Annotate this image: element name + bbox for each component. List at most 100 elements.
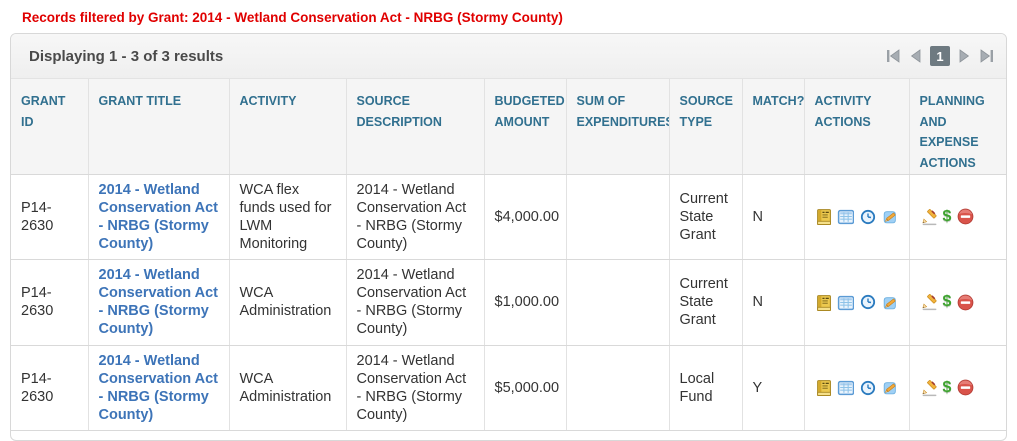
column-header-grant-title: GRANT TITLE [88,79,230,175]
budget-book-button[interactable] [815,379,833,397]
edit-note-icon [883,211,896,224]
dollar-icon: $ [942,378,952,396]
cell-sum-of-expenditures [566,345,670,431]
dollar-button[interactable]: $ [942,208,953,225]
edit-note-button[interactable] [881,293,899,311]
remove-button[interactable] [956,379,974,397]
source-type-text: Current State Grant [679,190,728,243]
cell-activity-actions [804,174,910,260]
edit-note-button[interactable] [881,208,899,226]
last-page-button[interactable] [978,47,994,65]
clock-button[interactable] [859,208,877,226]
cell-activity: WCA Administration [229,345,347,431]
grant-title-link[interactable]: 2014 - Wetland Conservation Act - NRBG (… [98,267,219,338]
spreadsheet-button[interactable] [837,293,855,311]
cell-match: Y [742,345,805,431]
cell-grant-id: P14-2630 [11,345,89,431]
budget-book-icon [817,380,831,397]
cell-budgeted-amount: $4,000.00 [484,174,567,260]
cell-grant-id: P14-2630 [11,259,89,346]
grant-title-link[interactable]: 2014 - Wetland Conservation Act - NRBG (… [98,181,219,252]
remove-button[interactable] [956,293,974,311]
source-type-text: Current State Grant [679,276,728,329]
next-page-button[interactable] [956,47,972,65]
cell-match: N [742,174,805,260]
activity-text: WCA Administration [239,370,332,405]
remove-icon [957,208,974,225]
edit-note-button[interactable] [881,379,899,397]
first-page-button[interactable] [886,47,902,65]
remove-button[interactable] [956,208,974,226]
prev-page-button[interactable] [908,47,924,65]
clock-icon [860,295,875,310]
cell-planning-expense-actions: $ [909,345,1006,431]
spreadsheet-button[interactable] [837,379,855,397]
edit-pencil-button[interactable] [920,379,938,397]
column-header-activity-actions: ACTIVITY ACTIONS [804,79,910,175]
edit-pencil-button[interactable] [920,293,938,311]
results-bar: Displaying 1 - 3 of 3 results 1 [11,34,1006,79]
planning-expense-actions-group: $ [920,208,997,226]
clock-icon [860,209,875,224]
filter-notice: Records filtered by Grant: 2014 - Wetlan… [22,10,563,25]
cell-grant-id: P14-2630 [11,174,89,260]
pagination: 1 [886,46,994,66]
edit-note-icon [883,297,896,310]
results-panel: Displaying 1 - 3 of 3 results 1 GRANT ID… [10,33,1007,441]
dollar-button[interactable]: $ [942,378,953,396]
first-page-icon [886,49,900,63]
next-page-icon [959,49,969,63]
column-header-source-type: SOURCE TYPE [669,79,743,175]
prev-page-icon [911,49,921,63]
cell-source-type: Current State Grant [669,259,743,346]
budget-book-icon [817,294,831,311]
remove-icon [957,294,974,311]
source-type-text: Local Fund [679,370,715,405]
cell-source-type: Current State Grant [669,174,743,260]
grant-title-link[interactable]: 2014 - Wetland Conservation Act - NRBG (… [98,352,219,423]
cell-source-description: 2014 - Wetland Conservation Act - NRBG (… [346,174,485,260]
column-header-match: MATCH? [742,79,805,175]
budgeted-amount-text: $1,000.00 [494,294,560,311]
grant-id-text: P14-2630 [21,370,54,405]
column-header-planning-expense-actions: PLANNING AND EXPENSE ACTIONS [909,79,1006,175]
cell-grant-title: 2014 - Wetland Conservation Act - NRBG (… [88,259,230,346]
last-page-icon [980,49,994,63]
match-text: N [752,294,763,311]
cell-grant-title: 2014 - Wetland Conservation Act - NRBG (… [88,345,230,431]
remove-icon [957,379,974,396]
spreadsheet-button[interactable] [837,208,855,226]
cell-grant-title: 2014 - Wetland Conservation Act - NRBG (… [88,174,230,260]
clock-button[interactable] [859,379,877,397]
match-text: N [752,208,763,225]
column-header-grant-id: GRANT ID [11,79,89,175]
table-row: P14-2630 2014 - Wetland Conservation Act… [11,174,1006,260]
dollar-button[interactable]: $ [942,294,953,310]
cell-sum-of-expenditures [566,259,670,346]
budgeted-amount-text: $4,000.00 [494,208,560,225]
clock-button[interactable] [859,293,877,311]
activity-text: WCA flex funds used for LWM Monitoring [239,181,332,252]
budget-book-button[interactable] [815,208,833,226]
source-description-text: 2014 - Wetland Conservation Act - NRBG (… [356,352,467,423]
budget-book-button[interactable] [815,293,833,311]
table-row: P14-2630 2014 - Wetland Conservation Act… [11,345,1006,431]
source-description-text: 2014 - Wetland Conservation Act - NRBG (… [356,267,467,338]
edit-pencil-icon [921,379,937,397]
planning-expense-actions-group: $ [920,293,997,311]
panel-bottom-spacer [11,431,1006,440]
current-page-button[interactable]: 1 [930,46,950,66]
cell-source-type: Local Fund [669,345,743,431]
spreadsheet-icon [837,381,854,396]
spreadsheet-icon [837,295,854,310]
cell-activity: WCA Administration [229,259,347,346]
cell-activity-actions [804,345,910,431]
edit-pencil-icon [921,293,937,311]
cell-planning-expense-actions: $ [909,259,1006,346]
table-row: P14-2630 2014 - Wetland Conservation Act… [11,259,1006,346]
cell-source-description: 2014 - Wetland Conservation Act - NRBG (… [346,259,485,346]
activity-actions-group [815,208,899,226]
edit-pencil-button[interactable] [920,208,938,226]
grant-id-text: P14-2630 [21,199,54,234]
cell-planning-expense-actions: $ [909,174,1006,260]
